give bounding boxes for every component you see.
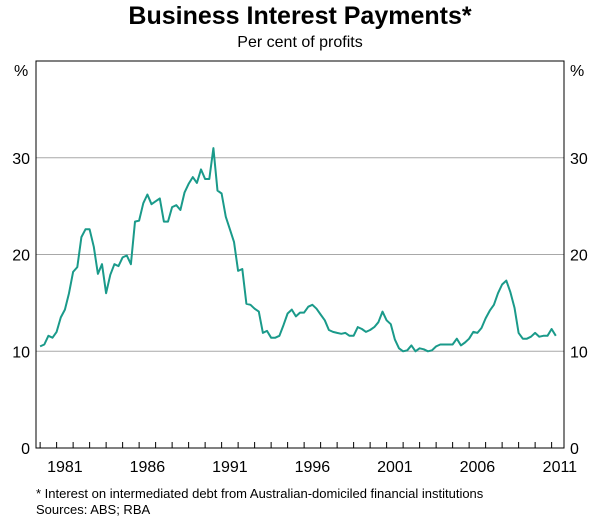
y-tick-label-left-10: 10 [12, 344, 30, 361]
chart-subtitle: Per cent of profits [237, 34, 363, 51]
series-line-0 [39, 147, 557, 353]
plot-frame [35, 60, 565, 449]
x-tick-label-1981: 1981 [47, 459, 83, 476]
y-tick-label-right-10: 10 [570, 344, 588, 361]
x-tick-label-1986: 1986 [130, 459, 166, 476]
axis-labels: % % 0 0 10 10 20 20 30 30 1981 1986 1991 1996 2001 20… [12, 63, 588, 476]
y-tick-label-right-20: 20 [570, 248, 588, 265]
x-tick-label-2011: 2011 [543, 459, 578, 476]
gridlines [36, 157, 564, 352]
series-layer [39, 147, 557, 353]
chart-title: Business Interest Payments* [128, 2, 472, 30]
y-unit-left: % [14, 63, 28, 80]
x-tick-label-2001: 2001 [377, 459, 413, 476]
sources-note: Sources: ABS; RBA [36, 502, 151, 517]
x-tick-label-1991: 1991 [212, 459, 248, 476]
footnote: * Interest on intermediated debt from Au… [36, 486, 484, 501]
y-unit-right: % [570, 63, 584, 80]
axis-ticks [39, 442, 553, 448]
y-tick-label-left-30: 30 [12, 151, 30, 168]
x-tick-label-2006: 2006 [460, 459, 496, 476]
x-tick-label-1996: 1996 [295, 459, 331, 476]
y-tick-label-right-0: 0 [570, 441, 579, 458]
y-tick-label-right-30: 30 [570, 151, 588, 168]
y-tick-label-left-0: 0 [21, 441, 30, 458]
y-tick-label-left-20: 20 [12, 248, 30, 265]
